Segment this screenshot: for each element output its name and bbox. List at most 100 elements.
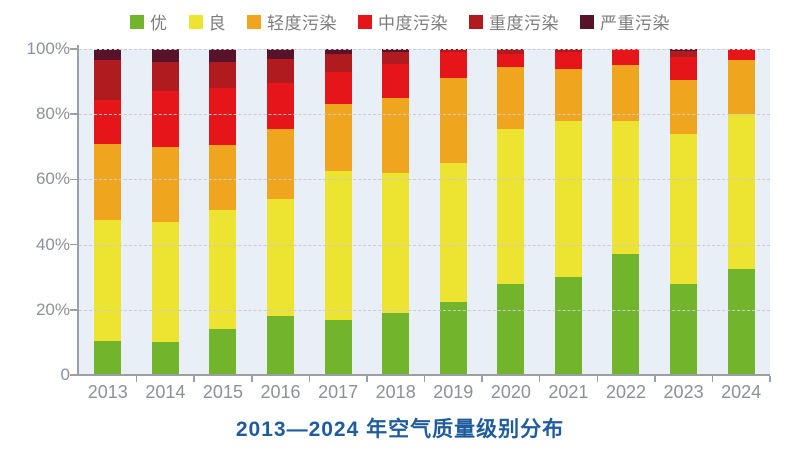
legend-item: 重度污染 (469, 9, 559, 34)
bar-segment-良 (439, 163, 467, 302)
x-axis-tick (251, 376, 253, 382)
x-axis-tick (308, 376, 311, 382)
x-axis-tick (596, 376, 598, 382)
x-axis-label: 2017 (318, 382, 359, 402)
bar-slot-2024 (712, 49, 770, 375)
y-axis-label: 0 (60, 365, 70, 384)
bar-segment-优 (382, 313, 410, 375)
bar-segment-严重污染 (267, 49, 295, 59)
x-axis-tick (135, 376, 138, 382)
bar-segment-良 (670, 133, 698, 284)
bar-2020 (497, 49, 525, 375)
legend-label: 重度污染 (489, 14, 559, 33)
gridline-100 (79, 49, 770, 50)
bar-segment-重度污染 (151, 62, 179, 92)
legend-item: 严重污染 (580, 9, 670, 34)
legend-swatch-icon (469, 14, 483, 29)
y-axis-label: 100% (26, 39, 70, 58)
bar-segment-中度污染 (497, 53, 525, 67)
x-axis-label: 2018 (375, 382, 416, 402)
bar-segment-中度污染 (670, 57, 698, 80)
legend-swatch-icon (358, 14, 372, 29)
legend-item: 良 (188, 9, 227, 34)
bar-slot-2017 (309, 49, 367, 375)
bar-segment-轻度污染 (324, 104, 352, 172)
x-axis-tick (654, 376, 656, 382)
bar-segment-轻度污染 (727, 60, 755, 115)
bar-slot-2023 (655, 49, 713, 375)
legend-swatch-icon (247, 14, 261, 29)
x-axis-label: 2021 (548, 382, 589, 402)
x-axis-label: 2014 (145, 382, 186, 402)
bar-segment-优 (151, 342, 179, 375)
legend-label: 良 (208, 14, 226, 33)
x-axis-label: 2015 (202, 382, 243, 402)
bar-segment-重度污染 (94, 60, 122, 100)
bar-segment-重度污染 (267, 58, 295, 84)
bar-segment-良 (382, 172, 410, 314)
y-axis-line (77, 45, 79, 376)
x-axis-labels: 2013 2014 2015 2016 2017 2018 2019 2020 2021 2022… (79, 382, 770, 403)
bar-segment-中度污染 (267, 83, 295, 129)
bar-2016 (267, 49, 295, 375)
y-axis-label: 20% (35, 299, 70, 319)
bar-segment-重度污染 (497, 50, 525, 54)
bar-segment-优 (94, 340, 122, 375)
bar-segment-重度污染 (554, 49, 582, 53)
legend-label: 优 (150, 14, 168, 33)
bar-segment-优 (324, 319, 352, 375)
legend-label: 严重污染 (600, 14, 670, 33)
bar-2018 (382, 49, 410, 375)
bar-segment-优 (209, 329, 237, 375)
bar-2023 (670, 49, 698, 375)
bar-slot-2021 (540, 49, 598, 375)
bar-segment-重度污染 (439, 50, 467, 53)
x-axis-tick (538, 376, 541, 382)
bar-segment-良 (612, 120, 640, 255)
bar-slot-2020 (482, 49, 540, 375)
bars-container (79, 49, 770, 375)
bar-segment-优 (670, 283, 698, 375)
bar-segment-良 (151, 221, 179, 343)
bar-segment-中度污染 (324, 71, 352, 105)
legend-label: 轻度污染 (267, 14, 337, 33)
y-axis-label: 80% (35, 104, 70, 124)
bar-segment-中度污染 (439, 52, 467, 79)
bar-2017 (324, 49, 352, 375)
y-axis-label: 60% (35, 169, 70, 189)
legend-item: 轻度污染 (247, 9, 337, 34)
bar-segment-优 (554, 277, 582, 375)
y-axis-tick (70, 374, 77, 376)
bar-segment-良 (209, 210, 237, 330)
bar-segment-良 (94, 220, 122, 341)
bar-segment-良 (727, 114, 755, 270)
x-axis-label: 2013 (87, 382, 128, 402)
bar-slot-2019 (424, 49, 482, 375)
y-axis-tick (70, 48, 77, 50)
bar-segment-轻度污染 (554, 68, 582, 121)
legend-swatch-icon (130, 14, 144, 29)
bar-2024 (727, 49, 755, 375)
bar-segment-重度污染 (382, 52, 410, 64)
x-axis-label: 2024 (721, 382, 762, 402)
bar-segment-轻度污染 (382, 97, 410, 173)
bar-segment-重度污染 (324, 53, 352, 72)
bar-segment-中度污染 (94, 99, 122, 144)
bar-segment-优 (612, 254, 640, 375)
x-axis-tick (481, 376, 483, 382)
bar-segment-轻度污染 (209, 145, 237, 211)
bar-segment-重度污染 (670, 50, 698, 58)
x-axis-label: 2020 (490, 382, 531, 402)
bar-2021 (554, 49, 582, 375)
bar-slot-2018 (367, 49, 425, 375)
bar-slot-2016 (252, 49, 310, 375)
bar-segment-中度污染 (727, 49, 755, 61)
bar-2014 (151, 49, 179, 375)
bar-segment-中度污染 (209, 88, 237, 146)
bar-segment-轻度污染 (267, 128, 295, 199)
y-axis-tick (70, 243, 77, 246)
x-axis-label: 2022 (605, 382, 647, 402)
bar-segment-轻度污染 (670, 80, 698, 134)
bar-2019 (439, 49, 467, 375)
bar-segment-重度污染 (209, 62, 237, 89)
